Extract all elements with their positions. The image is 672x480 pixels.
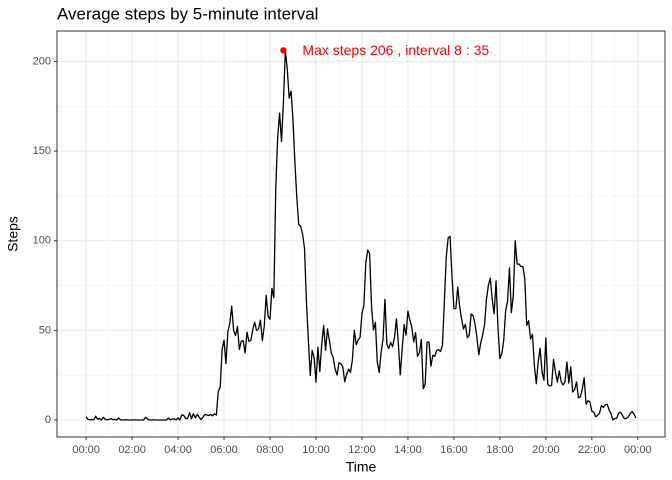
y-tick-label: 100 xyxy=(33,235,51,247)
x-tick-label: 06:00 xyxy=(210,444,238,456)
x-tick-label: 14:00 xyxy=(394,444,422,456)
max-point xyxy=(280,47,287,54)
y-tick-label: 200 xyxy=(33,55,51,67)
x-tick-label: 08:00 xyxy=(256,444,284,456)
x-tick-label: 18:00 xyxy=(486,444,514,456)
x-tick-label: 00:00 xyxy=(624,444,652,456)
x-tick-label: 10:00 xyxy=(302,444,330,456)
plot-border xyxy=(56,30,666,438)
y-tick-label: 50 xyxy=(39,324,51,336)
y-tick-label: 150 xyxy=(33,145,51,157)
x-tick-label: 16:00 xyxy=(440,444,468,456)
x-tick-label: 22:00 xyxy=(578,444,606,456)
x-axis-label: Time xyxy=(346,459,377,475)
x-tick-label: 02:00 xyxy=(118,444,146,456)
y-axis-label: Steps xyxy=(5,216,21,252)
annotation: Max steps 206 , interval 8 : 35 xyxy=(302,42,489,58)
chart-title: Average steps by 5-minute interval xyxy=(57,4,318,23)
x-tick-label: 20:00 xyxy=(532,444,560,456)
data-line xyxy=(85,49,637,421)
x-tick-label: 04:00 xyxy=(164,444,192,456)
y-tick-label: 0 xyxy=(45,414,51,426)
x-tick-label: 12:00 xyxy=(348,444,376,456)
x-tick-label: 00:00 xyxy=(72,444,100,456)
